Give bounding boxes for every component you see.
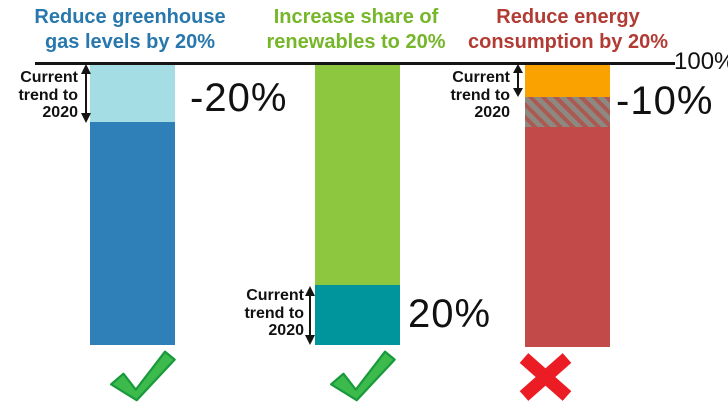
trend-label-line: 2020: [268, 322, 304, 339]
baseline-label: 100%: [674, 48, 728, 75]
cross-icon: [519, 353, 572, 401]
baseline-100-line: [35, 62, 675, 65]
bar-greenhouse-gas: [90, 65, 175, 345]
segment-greenhouse-remaining: [90, 122, 175, 345]
trend-label-line: Current: [246, 287, 304, 304]
trend-label-line: Current: [20, 69, 78, 86]
segment-energy-remaining: [525, 127, 610, 347]
title-line: Reduce greenhouse: [34, 6, 226, 28]
bar-energy-consumption: [525, 65, 610, 347]
segment-greenhouse-reduction: [90, 65, 175, 122]
segment-energy-reduction: [525, 65, 610, 97]
checkmark-icon: [329, 350, 396, 402]
title-line: Increase share of: [273, 6, 439, 28]
trend-label-line: 2020: [42, 104, 78, 121]
value-label-energy: -10%: [616, 79, 714, 123]
title-line: gas levels by 20%: [44, 31, 216, 53]
double-arrow-icon: [81, 64, 91, 123]
trend-label-line: trend to: [18, 86, 78, 104]
trend-label-line: trend to: [450, 86, 510, 104]
double-arrow-icon: [305, 286, 315, 345]
segment-non-renewable: [315, 65, 400, 285]
trend-label-energy: Current trend to 2020: [432, 69, 510, 122]
title-line: consumption by 20%: [467, 31, 669, 53]
target-title-greenhouse-gas: Reduce greenhouse gas levels by 20%: [15, 5, 245, 55]
value-label-renewables: 20%: [408, 292, 492, 336]
target-title-renewables: Increase share of renewables to 20%: [247, 5, 465, 55]
trend-label-line: Current: [452, 69, 510, 86]
trend-label-line: trend to: [244, 304, 304, 322]
title-line: Reduce energy: [496, 6, 640, 28]
trend-label-renewables: Current trend to 2020: [220, 287, 304, 340]
segment-renewables-share: [315, 285, 400, 345]
double-arrow-icon: [513, 64, 523, 97]
trend-label-line: 2020: [474, 104, 510, 121]
checkmark-icon: [109, 350, 176, 402]
segment-energy-shortfall-hatched: [525, 97, 610, 127]
target-title-energy-consumption: Reduce energy consumption by 20%: [456, 5, 680, 55]
trend-label-greenhouse: Current trend to 2020: [0, 69, 78, 122]
value-label-greenhouse: -20%: [190, 76, 288, 120]
title-line: renewables to 20%: [266, 31, 446, 53]
bar-renewables: [315, 65, 400, 345]
